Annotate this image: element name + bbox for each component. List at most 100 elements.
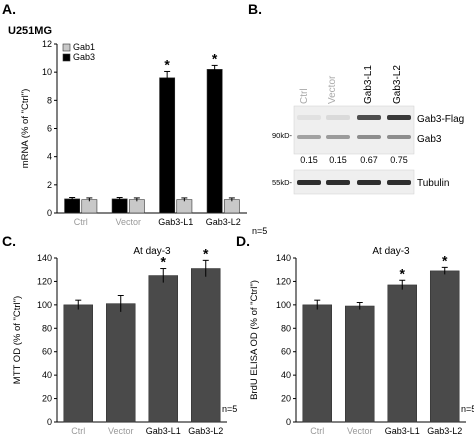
blot-lane-label: Gab3-L2 [392,65,403,104]
blot-lane-label: Gab3-L1 [363,65,374,104]
blot-band [387,135,411,139]
bar [429,270,460,423]
blot-band [357,135,381,139]
chart-title: At day-3 [133,246,171,257]
category-label: Ctrl [310,426,324,436]
blot-band [297,115,321,120]
category-label: Gab3-L2 [206,217,241,227]
category-label: Vector [115,217,141,227]
y-axis-label: BrdU ELISA OD (% of "Ctrl") [249,280,260,400]
panel-letter-c: C. [2,233,16,249]
band-label-tubulin: Tubulin [417,178,449,189]
n-label: n=5 [252,226,267,236]
cell-line-label: U251MG [8,25,52,37]
n-label: n=5 [461,404,474,414]
blot-lane-label: Ctrl [299,88,310,104]
category-label: Gab3-L1 [385,426,420,436]
significance-star: * [161,254,167,270]
blot-band [326,180,350,185]
band-ratio: 0.67 [360,155,378,165]
category-label: Vector [347,426,373,436]
y-tick-label: 20 [42,394,52,404]
significance-star: * [400,265,406,281]
mw-marker-90: 90kD- [272,131,293,140]
y-tick-label: 120 [276,276,291,286]
band-ratio: 0.15 [300,155,318,165]
y-tick-label: 12 [42,39,52,49]
band-label-gab3: Gab3 [417,134,442,145]
band-label-gab3-flag: Gab3-Flag [417,114,464,125]
bar [111,198,128,214]
y-axis-label: mRNA (% of "Ctrl") [20,89,31,169]
western-blot: Ctrl Vector Gab3-L1 Gab3-L2 Gab3-Flag Ga… [272,65,464,195]
y-tick-label: 100 [37,300,52,310]
significance-star: * [442,252,448,268]
y-tick-label: 60 [42,347,52,357]
bar [106,303,136,423]
bar [176,199,193,214]
category-label: Gab3-L1 [146,426,181,436]
y-tick-label: 0 [47,208,52,218]
bar [64,198,81,214]
bar [302,304,332,423]
blot-band [387,115,411,120]
y-tick-label: 6 [47,124,52,134]
blot-band [326,135,350,139]
category-label: Vector [108,426,134,436]
y-tick-label: 80 [281,323,291,333]
chart-title: At day-3 [372,246,410,257]
y-tick-label: 140 [276,253,291,263]
bar [206,69,223,214]
category-label: Ctrl [74,217,88,227]
blot-lane-label: Vector [327,75,338,104]
panel-letter-d: D. [236,233,250,249]
bar [387,284,417,423]
chart-c: 0 20 40 60 80 100 120 140 MTT OD (% of "Ctrl") At… [12,245,237,436]
significance-star: * [212,50,218,66]
bar [128,199,145,214]
chart-a: 0 2 4 6 8 10 12 mRNA (% of "Ctrl") n=5 Ctrl Vector… [20,39,267,236]
bar [148,275,179,423]
panel-letter-a: A. [2,1,16,17]
y-tick-label: 40 [281,370,291,380]
blot-band [297,180,321,185]
y-tick-label: 0 [286,417,291,427]
y-tick-label: 100 [276,300,291,310]
y-tick-label: 140 [37,253,52,263]
y-tick-label: 60 [281,347,291,357]
significance-star: * [164,56,170,72]
category-label: Gab3-L1 [158,217,193,227]
panel-letter-b: B. [248,1,262,17]
y-tick-label: 10 [42,67,52,77]
legend-swatch [62,53,71,62]
band-ratio: 0.15 [329,155,347,165]
blot-band [357,180,381,185]
legend-label: Gab1 [73,42,95,52]
y-tick-label: 20 [281,394,291,404]
chart-d: 0 20 40 60 80 100 120 140 BrdU ELISA OD (% of "C… [249,246,474,436]
y-tick-label: 80 [42,323,52,333]
bar [191,268,221,423]
n-label: n=5 [222,404,237,414]
mw-marker-55: 55kD- [272,178,293,187]
y-tick-label: 2 [47,180,52,190]
y-tick-label: 8 [47,95,52,105]
blot-band [326,115,350,120]
bar [223,199,240,214]
y-tick-label: 120 [37,276,52,286]
bar [63,304,93,423]
category-label: Gab3-L2 [188,426,223,436]
category-label: Ctrl [71,426,85,436]
category-label: Gab3-L2 [427,426,462,436]
bar [159,77,176,214]
y-tick-label: 4 [47,152,52,162]
legend-swatch [62,43,71,52]
bar [344,305,375,423]
y-axis-label: MTT OD (% of "Ctrl") [12,296,23,384]
blot-band [357,115,381,120]
significance-star: * [203,245,209,261]
blot-membrane-top [293,105,415,155]
blot-band [387,180,411,185]
bar [81,199,98,214]
